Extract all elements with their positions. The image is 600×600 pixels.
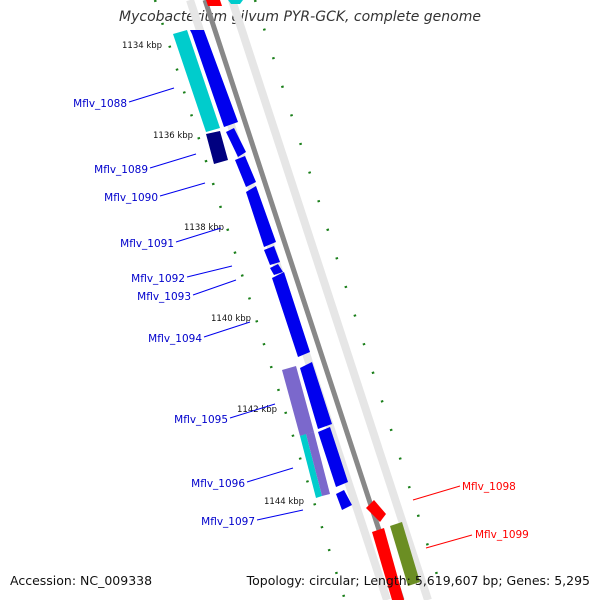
gene-1089-cds [226,128,246,157]
gene-1095-feature [282,366,314,436]
partial-cyan-feature [228,0,243,4]
tick-label: 1140 kbp [211,314,251,324]
gene-1092-cds [264,246,280,265]
tick-label: 1134 kbp [122,41,162,51]
genome-backbone [202,0,405,600]
partial-red-feature [206,0,222,6]
gene-1096-feature-a [300,434,322,498]
gene-1096-feature-b [306,432,330,496]
gene-1090-cds [235,156,256,187]
gene-label-1095[interactable]: Mflv_1095 [174,414,228,426]
leader-line [256,509,304,521]
leader-line [246,467,294,483]
gene-1094-cds [272,272,310,357]
leader-line [203,321,251,338]
leader-line [192,279,237,296]
gene-label-1092[interactable]: Mflv_1092 [131,273,185,285]
gene-label-1089[interactable]: Mflv_1089 [94,164,148,176]
tick-label: 1144 kbp [264,497,304,507]
gene-1099-feature [390,522,420,586]
gene-label-1098[interactable]: Mflv_1098 [462,481,516,493]
gene-label-1096[interactable]: Mflv_1096 [191,478,245,490]
gene-label-1099[interactable]: Mflv_1099 [475,529,529,541]
gene-label-1093[interactable]: Mflv_1093 [137,291,191,303]
gene-1097-cds [336,490,352,510]
gene-label-1090[interactable]: Mflv_1090 [104,192,158,204]
gene-1088-cds [190,30,238,127]
leader-line [159,182,206,197]
accession-text: Accession: NC_009338 [10,573,153,588]
leader-line [229,403,276,419]
gene-1089-feature [206,131,228,164]
gene-1099-cds [372,528,404,600]
leader-line [128,87,175,103]
leader-line [175,227,222,243]
gene-1088-feature [173,30,220,132]
gene-label-1088[interactable]: Mflv_1088 [73,98,127,110]
leader-line [425,534,473,549]
tick-label: 1138 kbp [184,223,224,233]
outer-frame-right [228,0,432,600]
genome-summary-text: Topology: circular; Length: 5,619,607 bp… [246,573,590,588]
gene-label-1091[interactable]: Mflv_1091 [120,238,174,250]
tick-label: 1136 kbp [153,131,193,141]
gene-1091-cds [246,186,276,247]
gene-label-1094[interactable]: Mflv_1094 [148,333,202,345]
leader-line [149,153,197,169]
gene-1095-cds [300,362,332,429]
gene-label-1097[interactable]: Mflv_1097 [201,516,255,528]
gene-1098-cds [366,500,386,522]
leader-line [412,485,461,501]
gene-1096-cds [318,427,348,487]
gene-1093-cds [270,264,283,275]
leader-line [186,265,233,278]
